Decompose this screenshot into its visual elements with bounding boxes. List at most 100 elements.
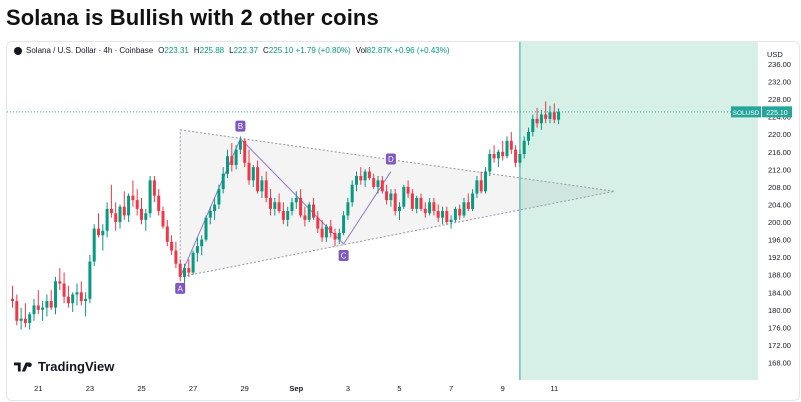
candle-body — [213, 204, 217, 212]
candle — [273, 197, 277, 216]
candle-body — [557, 111, 561, 120]
candle-body — [183, 268, 186, 277]
pattern-point-badge — [385, 153, 396, 165]
tradingview-logo[interactable]: TradingView — [14, 359, 114, 374]
candle — [445, 206, 449, 225]
candle — [337, 228, 341, 244]
candle — [441, 206, 444, 225]
candle — [62, 272, 66, 304]
candle-body — [144, 213, 148, 220]
legend-high-key: H — [193, 46, 200, 55]
candle-body — [277, 202, 281, 212]
candle — [234, 145, 238, 170]
legend-volume-value: 82.87K +0.96 (+0.43%) — [366, 46, 450, 55]
candle — [398, 202, 401, 220]
candle — [402, 184, 406, 209]
candle — [41, 301, 45, 321]
candle-body — [28, 314, 32, 324]
candle-body — [88, 261, 92, 299]
candle-body — [170, 241, 174, 251]
candle — [174, 241, 178, 269]
candle-body — [428, 202, 432, 214]
legend-low-value: 222.37 — [233, 46, 259, 55]
candle-body — [389, 193, 393, 201]
candle-body — [299, 197, 303, 216]
chart-legend: Solana / U.S. Dollar · 4h · Coinbase O 22… — [14, 46, 450, 55]
candle-body — [11, 298, 14, 302]
candle — [243, 138, 247, 168]
candle-body — [157, 195, 161, 212]
candle — [406, 180, 410, 198]
candle-body — [518, 153, 522, 163]
price-chart[interactable]: A B C D USD 168.00 172.00 176.00 180.00 184.00 18… — [7, 42, 799, 400]
candle — [432, 197, 436, 216]
candle-body — [49, 301, 53, 308]
y-tick-label: 176.00 — [768, 323, 791, 332]
candle-body — [445, 211, 449, 223]
legend-close-value: 225.10 +1.79 (+0.80%) — [268, 46, 351, 55]
candle-body — [324, 226, 328, 238]
candle — [281, 202, 285, 225]
candle-body — [522, 140, 526, 154]
pattern-point-d: D — [385, 153, 396, 165]
candle — [195, 237, 199, 262]
candle-body — [307, 204, 311, 220]
candle-body — [286, 211, 290, 220]
candle-body — [466, 202, 470, 209]
y-tick-label: 188.00 — [768, 271, 791, 280]
candle-body — [97, 228, 100, 236]
candle — [475, 175, 479, 198]
candle — [312, 197, 315, 220]
candle-body — [458, 208, 462, 216]
triangle-pattern — [179, 129, 615, 278]
candle — [539, 110, 543, 130]
legend-open-key: O — [158, 46, 165, 55]
y-tick-label: 192.00 — [768, 253, 791, 262]
candle-body — [187, 268, 191, 273]
candle-body — [247, 162, 251, 181]
candle-body — [264, 180, 268, 198]
candle — [264, 171, 268, 203]
candle — [453, 206, 457, 223]
candle-body — [281, 211, 285, 220]
candle — [548, 105, 552, 124]
candle-body — [45, 301, 49, 308]
legend-volume-key: Vol — [355, 46, 367, 55]
candle — [277, 193, 281, 214]
candle-body — [127, 195, 131, 216]
x-tick-label: 21 — [34, 384, 42, 393]
candle — [131, 180, 135, 207]
candle-body — [36, 305, 40, 310]
candle — [122, 191, 126, 220]
candle-body — [204, 217, 208, 240]
candle — [428, 197, 432, 216]
candle-body — [488, 153, 492, 172]
candle — [342, 211, 346, 236]
candle-body — [367, 171, 371, 179]
candle-body — [54, 281, 57, 308]
candle-body — [527, 132, 530, 141]
candle — [320, 219, 324, 242]
pattern-point-label: C — [341, 251, 347, 260]
candle-body — [221, 173, 225, 190]
symbol-badge — [731, 106, 761, 118]
x-tick-label: 27 — [189, 384, 197, 393]
candle — [419, 193, 423, 212]
candle-body — [337, 233, 341, 240]
candle — [127, 193, 131, 223]
candle-body — [316, 217, 320, 229]
candle-body — [372, 178, 376, 187]
candle — [256, 160, 260, 194]
candle — [294, 191, 298, 209]
chart-panel[interactable]: Solana / U.S. Dollar · 4h · Coinbase O 22… — [6, 41, 800, 401]
candle-body — [359, 175, 363, 181]
candle-body — [402, 186, 406, 207]
candle-body — [75, 292, 79, 295]
candle — [178, 259, 182, 282]
candle — [535, 107, 539, 128]
candle — [316, 211, 320, 234]
pattern-point-badge — [235, 120, 246, 132]
candle-body — [552, 112, 556, 120]
legend-high-value: 225.88 — [199, 46, 225, 55]
y-tick-label: 220.00 — [768, 130, 791, 139]
